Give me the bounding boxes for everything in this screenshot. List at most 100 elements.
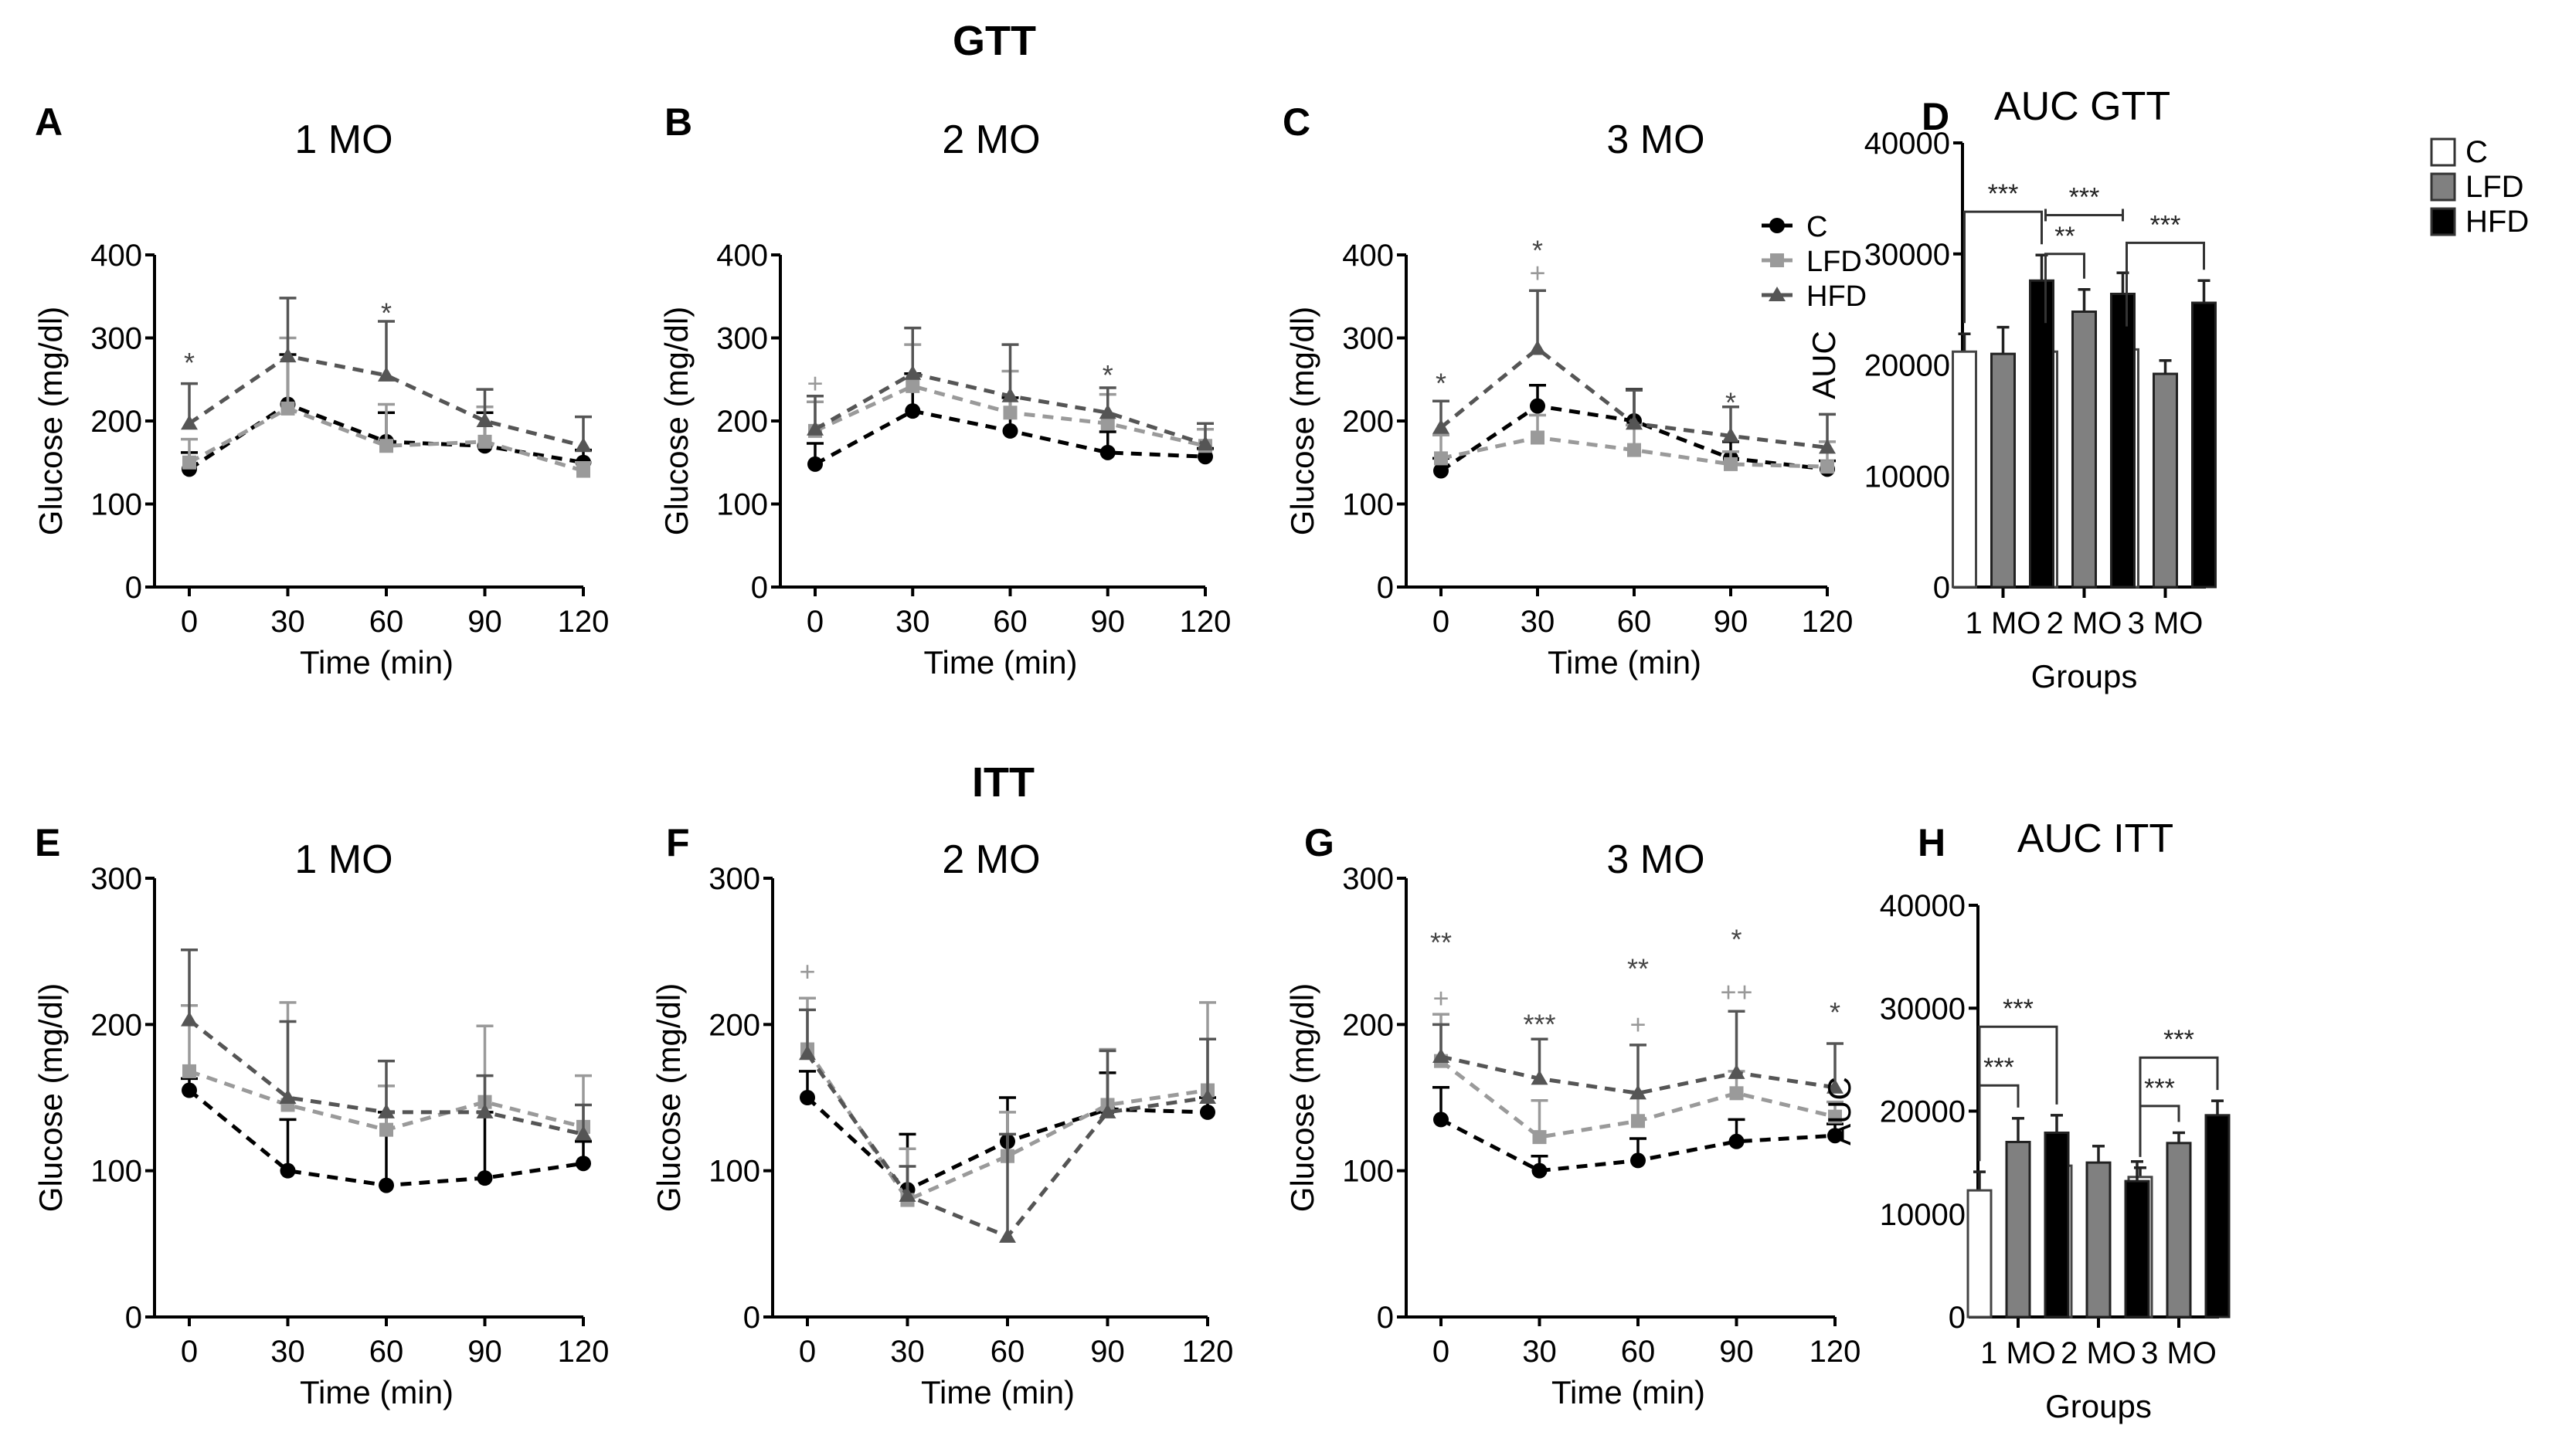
panel-label: C (1283, 100, 1310, 144)
y-tick-label: 300 (716, 322, 768, 356)
x-tick-label: 0 (799, 1335, 816, 1369)
bracket-line (1978, 1025, 2058, 1162)
significance-label: *** (2069, 182, 2100, 212)
significance-marker: + (1529, 257, 1545, 289)
data-point (807, 456, 823, 472)
data-point (379, 439, 393, 453)
x-tick-label: 1 MO (1980, 1336, 2056, 1370)
x-axis-label: Time (min) (1551, 1374, 1705, 1410)
x-tick-label: 120 (558, 1335, 610, 1369)
data-point (1627, 443, 1641, 457)
bracket-line (2126, 241, 2205, 327)
x-tick-label: 60 (369, 1335, 404, 1369)
x-axis-label: Time (min) (1548, 644, 1701, 680)
significance-marker: *** (1523, 1008, 1555, 1040)
x-tick-label: 0 (1432, 1335, 1449, 1369)
x-axis-label: Time (min) (921, 1374, 1075, 1410)
data-point (1530, 398, 1545, 414)
significance-marker: + (807, 368, 823, 399)
x-tick-label: 0 (1432, 605, 1449, 639)
data-point (1433, 463, 1449, 479)
x-tick-label: 90 (1714, 605, 1748, 639)
data-point (181, 415, 198, 430)
x-tick-label: 120 (1180, 605, 1232, 639)
legend-label: C (1806, 211, 1827, 243)
bar (1990, 352, 2016, 589)
data-point (1820, 460, 1834, 474)
data-point (1001, 387, 1019, 402)
significance-label: *** (2150, 210, 2181, 239)
y-tick-label: 30000 (1864, 238, 1950, 272)
panel-label: A (35, 100, 63, 144)
y-axis-label: Glucose (mg/dl) (651, 983, 687, 1212)
y-tick-label: 100 (716, 488, 768, 522)
x-tick-label: 90 (467, 1335, 502, 1369)
data-point (1827, 1128, 1843, 1144)
data-point (1432, 419, 1449, 434)
significance-bracket: *** (2126, 210, 2205, 327)
x-tick-label: 60 (1621, 1335, 1656, 1369)
x-tick-label: 90 (1090, 1335, 1125, 1369)
legend-label: C (2465, 135, 2488, 169)
legend-swatch (2430, 137, 2456, 167)
x-axis-label: Time (min) (300, 1374, 454, 1410)
x-axis-label: Groups (2045, 1388, 2152, 1424)
data-point (1200, 1104, 1215, 1120)
data-point (477, 434, 492, 449)
panel-title: 2 MO (942, 117, 1040, 162)
bar (2005, 1140, 2031, 1319)
significance-marker: ** (1430, 926, 1452, 958)
data-point (279, 1089, 297, 1104)
significance-marker: + (799, 955, 815, 987)
data-point (1724, 456, 1738, 471)
significance-bracket: *** (2139, 1025, 2219, 1157)
panel-label: H (1918, 821, 1945, 864)
x-tick-label: 30 (890, 1335, 925, 1369)
significance-marker: ++ (1720, 976, 1752, 1008)
y-tick-label: 40000 (1880, 889, 1966, 923)
series-hfd (181, 297, 592, 453)
data-point (905, 403, 921, 419)
data-point (1531, 430, 1544, 445)
significance-marker: * (1725, 386, 1736, 418)
x-tick-label: 90 (1719, 1335, 1754, 1369)
panel-label: F (666, 821, 690, 864)
y-tick-label: 0 (1377, 1301, 1394, 1335)
panel-title: 1 MO (294, 837, 392, 882)
data-point (1199, 1089, 1216, 1104)
y-tick-label: 10000 (1864, 460, 1950, 494)
y-tick-label: 300 (1342, 862, 1394, 896)
bar (2071, 311, 2097, 589)
data-point (1629, 1084, 1646, 1100)
x-tick-label: 0 (181, 1335, 198, 1369)
series-lfd (1990, 288, 2178, 589)
series-hfd (2044, 1099, 2231, 1319)
significance-marker: * (1532, 235, 1543, 266)
significance-label: *** (2003, 994, 2034, 1023)
legend-label: HFD (1806, 280, 1867, 313)
bracket-line (2139, 1056, 2219, 1157)
gtt-section-title: GTT (953, 18, 1036, 64)
data-point (1828, 1109, 1842, 1124)
y-tick-label: 40000 (1864, 127, 1950, 161)
legend-label: HFD (2465, 205, 2529, 239)
y-axis-label: Glucose (mg/dl) (1284, 307, 1320, 535)
data-point (181, 1011, 198, 1027)
data-point (799, 1045, 816, 1061)
y-tick-label: 300 (90, 322, 142, 356)
legend-swatch (2430, 172, 2456, 202)
significance-marker: + (1432, 982, 1449, 1013)
significance-marker: ** (1627, 952, 1649, 984)
legend-label: LFD (2465, 170, 2524, 204)
significance-marker: + (1629, 1008, 1646, 1040)
y-tick-label: 0 (751, 571, 768, 605)
data-point (379, 1122, 393, 1137)
panel-title: AUC GTT (1994, 84, 2170, 129)
series-line (188, 406, 584, 473)
significance-marker: * (1731, 924, 1742, 955)
